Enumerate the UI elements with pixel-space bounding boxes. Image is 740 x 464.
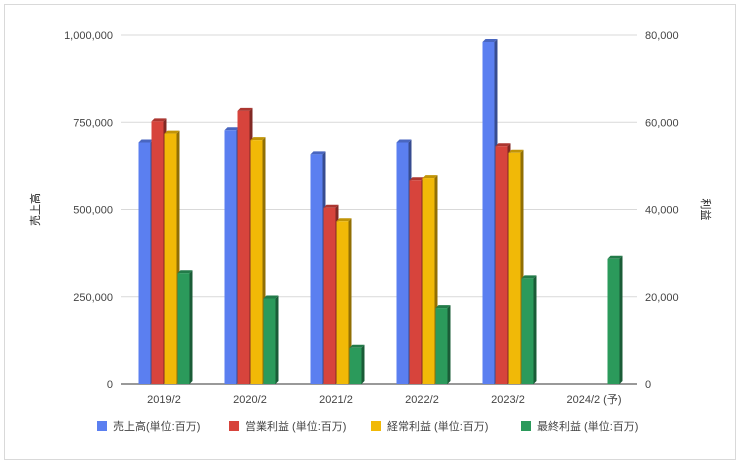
bar-top: [482, 38, 498, 42]
right-tick-label: 0: [645, 379, 651, 391]
left-tick-label: 250,000: [73, 292, 113, 304]
bar: [521, 278, 534, 384]
bar: [336, 221, 349, 384]
right-tick-label: 80,000: [645, 30, 679, 42]
bar: [508, 152, 521, 384]
bar-top: [323, 204, 339, 208]
bar-top: [177, 270, 193, 274]
bar: [237, 110, 250, 384]
bar-top: [138, 139, 154, 143]
left-tick-label: 750,000: [73, 117, 113, 129]
bar-top: [495, 143, 511, 147]
bar-top: [396, 139, 412, 143]
bar-side: [189, 270, 193, 384]
bar-top: [422, 175, 438, 179]
bar: [151, 121, 164, 384]
bar: [495, 146, 508, 384]
right-tick-label: 20,000: [645, 292, 679, 304]
x-tick-label: 2019/2: [147, 394, 181, 406]
bar-top: [521, 275, 537, 279]
bar-side: [361, 344, 365, 384]
x-tick-label: 2021/2: [319, 394, 353, 406]
left-tick-label: 500,000: [73, 205, 113, 217]
bar: [323, 207, 336, 384]
bar: [607, 258, 620, 384]
bar-top: [250, 137, 266, 141]
bar: [482, 41, 495, 384]
legend-swatch: [521, 421, 531, 431]
legend-swatch: [371, 421, 381, 431]
chart-container: 0 250,000 500,000 750,000 1,000,000 0 20,000 40…: [4, 4, 736, 460]
bar-chart: 0 250,000 500,000 750,000 1,000,000 0 20,000 40…: [28, 30, 713, 433]
x-tick-label: 2020/2: [233, 394, 267, 406]
bar-top: [237, 107, 253, 111]
bar: [138, 142, 151, 384]
bar: [164, 133, 177, 384]
bar-side: [533, 275, 537, 384]
legend-label: 経常利益 (単位:百万): [387, 419, 488, 433]
bar-top: [336, 218, 352, 222]
bar-top: [409, 177, 425, 181]
legend-label: 売上高(単位:百万): [113, 419, 200, 433]
bar-top: [349, 344, 365, 348]
right-tick-label: 40,000: [645, 205, 679, 217]
legend-swatch: [97, 421, 107, 431]
right-axis-title: 利益: [699, 199, 713, 221]
bar-top: [508, 149, 524, 153]
bar: [422, 178, 435, 384]
bar: [409, 180, 422, 384]
bar-top: [164, 130, 180, 134]
x-tick-label: 2022/2: [405, 394, 439, 406]
x-tick-label: 2023/2: [491, 394, 525, 406]
bar: [263, 298, 276, 384]
bar-top: [263, 295, 279, 299]
bar-side: [619, 255, 623, 384]
bar-side: [275, 295, 279, 384]
legend-swatch: [229, 421, 239, 431]
left-tick-label: 1,000,000: [64, 30, 113, 42]
bar-top: [310, 151, 326, 155]
bar-top: [607, 255, 623, 259]
left-axis-title: 売上高: [28, 193, 42, 226]
bar-top: [151, 118, 167, 122]
bar: [250, 140, 263, 384]
bar: [224, 130, 237, 384]
bar: [435, 308, 448, 384]
bar-side: [348, 218, 352, 384]
bar: [396, 142, 409, 384]
bar: [349, 347, 362, 384]
bar: [310, 154, 323, 384]
x-tick-label: 2024/2 (予): [566, 393, 621, 406]
bar-top: [224, 127, 240, 131]
legend-label: 最終利益 (単位:百万): [537, 419, 638, 433]
bar-side: [447, 305, 451, 384]
bar-top: [435, 305, 451, 309]
bar: [177, 273, 190, 384]
right-tick-label: 60,000: [645, 117, 679, 129]
left-tick-label: 0: [107, 379, 113, 391]
legend-label: 営業利益 (単位:百万): [245, 419, 346, 433]
